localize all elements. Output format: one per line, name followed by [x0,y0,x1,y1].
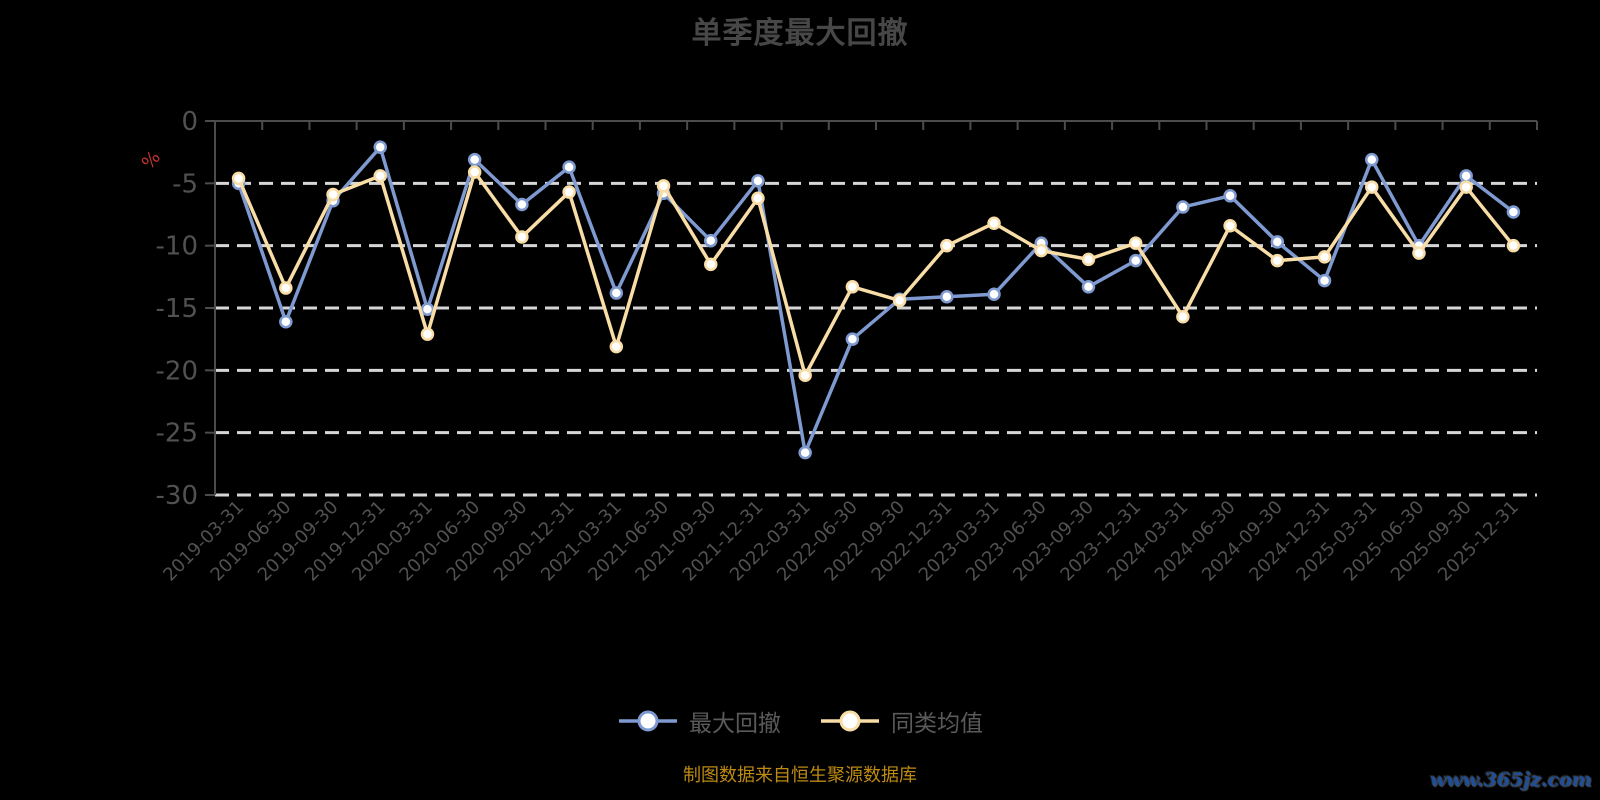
y-axis-label: -20 [156,356,198,386]
legend-label: 同类均值 [891,711,983,737]
y-axis-label: -30 [156,481,198,511]
data-point[interactable] [845,332,860,346]
data-point[interactable] [1223,218,1237,233]
y-axis-label: -10 [156,232,198,262]
data-point[interactable] [1270,253,1285,268]
page-title: 单季度最大回撤 [691,16,909,51]
data-point[interactable] [515,230,529,244]
data-point[interactable] [751,191,765,206]
legend-marker-icon [821,710,879,732]
y-axis-label: -25 [156,419,198,449]
y-axis-unit-label: % [138,147,165,174]
data-point[interactable] [279,314,293,329]
data-point[interactable] [845,280,860,294]
data-point[interactable] [609,286,624,300]
y-axis-label: -5 [172,169,198,199]
data-point[interactable] [1176,309,1190,324]
data-point[interactable] [1459,180,1473,194]
data-point[interactable] [279,281,293,295]
data-point[interactable] [1176,200,1190,214]
data-point[interactable] [656,179,671,193]
series-line-peer-average [236,170,1516,378]
legend-label: 最大回撤 [689,711,781,737]
data-point[interactable] [1128,236,1143,250]
data-point[interactable] [751,174,765,188]
data-point[interactable] [1317,273,1332,288]
series-line-max-drawdown [236,145,1516,455]
data-point[interactable] [1081,280,1096,294]
data-point[interactable] [1081,252,1096,267]
data-point[interactable] [326,187,340,202]
data-point[interactable] [1270,235,1285,249]
data-point[interactable] [987,216,1001,230]
data-point[interactable] [420,327,435,341]
data-point[interactable] [1034,243,1048,258]
legend-item-peer-average[interactable]: 同类均值 [819,704,983,738]
y-axis-label: -15 [156,294,198,324]
legend-marker-icon [619,710,677,732]
data-point[interactable] [704,233,718,248]
data-point[interactable] [704,257,718,272]
watermark-text: www.365jz.com [1429,769,1592,791]
data-point[interactable] [1412,246,1426,260]
data-point[interactable] [562,160,576,174]
legend-item-max-drawdown[interactable]: 最大回撤 [617,704,781,738]
data-point[interactable] [515,197,529,212]
chart-canvas[interactable]: 0-5-10-15-20-25-30%2019-03-312019-06-302… [0,0,1600,660]
data-point[interactable] [373,140,387,154]
data-point[interactable] [420,302,435,316]
chart-legend: 最大回撤 同类均值 [0,704,1600,738]
data-source-note: 制图数据来自恒生聚源数据库 [683,765,917,786]
y-axis-label: 0 [181,107,198,137]
data-point[interactable] [609,339,624,354]
data-point[interactable] [892,293,907,308]
data-point[interactable] [1128,253,1143,268]
data-point[interactable] [1223,189,1237,203]
data-point[interactable] [940,238,954,253]
data-point[interactable] [231,171,246,186]
data-point[interactable] [1506,205,1521,219]
data-point[interactable] [1365,180,1379,194]
data-point[interactable] [467,152,482,167]
legend-marker-circle [839,710,861,732]
data-point[interactable] [798,368,812,383]
data-point[interactable] [1459,169,1473,183]
data-point[interactable] [940,290,954,304]
data-point[interactable] [562,185,576,199]
data-point[interactable] [467,165,482,179]
data-point[interactable] [1317,250,1332,264]
data-point[interactable] [1365,152,1379,167]
data-point[interactable] [1506,238,1521,253]
data-point[interactable] [798,445,812,460]
data-point[interactable] [373,169,387,183]
data-point[interactable] [987,287,1001,302]
legend-marker-circle [637,710,659,732]
